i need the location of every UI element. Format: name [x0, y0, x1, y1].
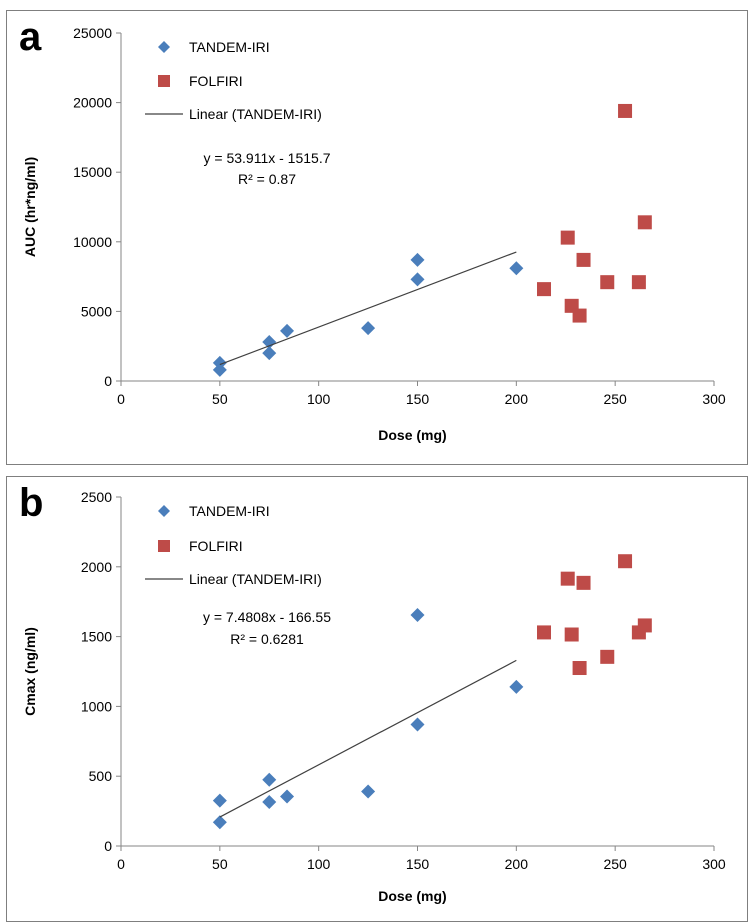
tandem-iri-point — [410, 607, 425, 622]
x-axis-title: Dose (mg) — [378, 888, 446, 904]
folfiri-point — [600, 275, 615, 290]
folfiri-point — [618, 554, 633, 569]
x-tick-label: 100 — [307, 391, 331, 407]
x-tick-label: 200 — [505, 856, 529, 872]
panel-label-a: a — [19, 15, 42, 59]
tandem-iri-point — [262, 795, 277, 810]
chart-panel-a: a 0 5000 10000 15000 20000 25000 0 50 100 150 200 2… — [6, 10, 748, 465]
y-tick-label: 0 — [104, 838, 112, 854]
folfiri-point — [631, 275, 646, 290]
x-tick-label: 150 — [406, 391, 430, 407]
y-tick-label: 15000 — [73, 164, 112, 180]
x-tick-label: 250 — [603, 391, 627, 407]
x-tick-label: 300 — [702, 856, 726, 872]
trendline-equation: y = 7.4808x - 166.55 — [203, 609, 331, 625]
trendline — [219, 659, 517, 818]
legend-diamond-marker — [158, 41, 170, 53]
y-tick-label: 2500 — [81, 489, 112, 505]
tandem-iri-point — [262, 335, 277, 350]
folfiri-point — [600, 649, 615, 664]
y-tick-label: 0 — [104, 373, 112, 389]
y-tick-label: 20000 — [73, 95, 112, 111]
tandem-iri-point — [361, 321, 376, 336]
x-tick-label: 50 — [212, 391, 228, 407]
x-axis-title: Dose (mg) — [378, 427, 446, 443]
folfiri-point — [560, 230, 575, 245]
tandem-iri-point — [509, 261, 524, 276]
y-tick-label: 1500 — [81, 629, 112, 645]
folfiri-point — [537, 625, 552, 640]
x-tick-label: 300 — [702, 391, 726, 407]
r-squared-label: R² = 0.6281 — [230, 631, 304, 647]
tandem-iri-point — [212, 793, 227, 808]
y-tick-label: 500 — [89, 768, 113, 784]
x-tick-label: 250 — [603, 856, 627, 872]
tandem-iri-point — [361, 784, 376, 799]
scatter-chart-b: 0 500 1000 1500 2000 2500 0 50 100 150 200 250 300 Do… — [22, 489, 726, 904]
y-tick-label: 25000 — [73, 25, 112, 41]
legend-square-marker — [158, 75, 170, 87]
y-tick-label: 10000 — [73, 234, 112, 250]
trendline — [219, 251, 517, 366]
tandem-iri-point — [410, 272, 425, 287]
r-squared-label: R² = 0.87 — [238, 171, 296, 187]
folfiri-point — [564, 627, 579, 642]
folfiri-point — [572, 308, 587, 323]
legend-square-marker — [158, 540, 170, 552]
chart-panel-b: b 0 500 1000 1500 2000 2500 0 50 100 150 200 250 300… — [6, 476, 748, 922]
y-tick-label: 1000 — [81, 698, 112, 714]
folfiri-point — [618, 103, 633, 118]
tandem-iri-point — [262, 346, 277, 361]
trendline-equation: y = 53.911x - 1515.7 — [204, 150, 331, 166]
legend-label: FOLFIRI — [189, 73, 243, 89]
y-axis-title: AUC (hr*ng/ml) — [22, 157, 38, 257]
tandem-iri-point — [410, 717, 425, 732]
tandem-iri-point — [212, 362, 227, 377]
tandem-iri-point — [212, 815, 227, 830]
x-tick-label: 100 — [307, 856, 331, 872]
tandem-iri-point — [280, 323, 295, 338]
x-tick-label: 50 — [212, 856, 228, 872]
folfiri-point — [572, 661, 587, 676]
folfiri-point — [576, 575, 591, 590]
y-axis-title: Cmax (ng/ml) — [22, 627, 38, 716]
x-tick-label: 150 — [406, 856, 430, 872]
x-tick-label: 0 — [117, 391, 125, 407]
panel-label-b: b — [19, 481, 44, 525]
x-tick-label: 200 — [505, 391, 529, 407]
tandem-iri-point — [262, 772, 277, 787]
legend-label: Linear (TANDEM-IRI) — [189, 571, 322, 587]
y-tick-label: 5000 — [81, 303, 112, 319]
folfiri-point — [637, 215, 652, 230]
legend-label: TANDEM-IRI — [189, 503, 270, 519]
y-tick-label: 2000 — [81, 559, 112, 575]
tandem-iri-point — [280, 789, 295, 804]
folfiri-point — [560, 571, 575, 586]
folfiri-point — [537, 282, 552, 297]
folfiri-point — [576, 252, 591, 267]
legend-diamond-marker — [158, 505, 170, 517]
legend-label: Linear (TANDEM-IRI) — [189, 106, 322, 122]
tandem-iri-point — [509, 679, 524, 694]
tandem-iri-point — [410, 252, 425, 267]
folfiri-point — [637, 618, 652, 633]
scatter-chart-a: 0 5000 10000 15000 20000 25000 0 50 100 150 200 250… — [22, 25, 726, 443]
legend-label: FOLFIRI — [189, 538, 243, 554]
x-tick-label: 0 — [117, 856, 125, 872]
legend-label: TANDEM-IRI — [189, 39, 270, 55]
